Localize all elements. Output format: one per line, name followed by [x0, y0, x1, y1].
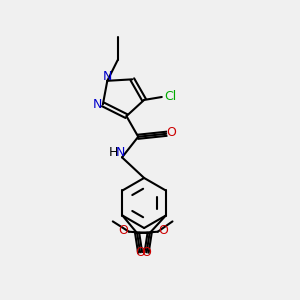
Text: N: N — [103, 70, 112, 83]
Text: O: O — [142, 246, 152, 260]
Text: O: O — [119, 224, 129, 237]
Text: H: H — [109, 146, 119, 159]
Text: O: O — [167, 126, 176, 139]
Text: Cl: Cl — [164, 90, 176, 103]
Text: N: N — [116, 146, 125, 159]
Text: O: O — [135, 246, 145, 260]
Text: N: N — [93, 98, 102, 111]
Text: O: O — [158, 224, 168, 237]
